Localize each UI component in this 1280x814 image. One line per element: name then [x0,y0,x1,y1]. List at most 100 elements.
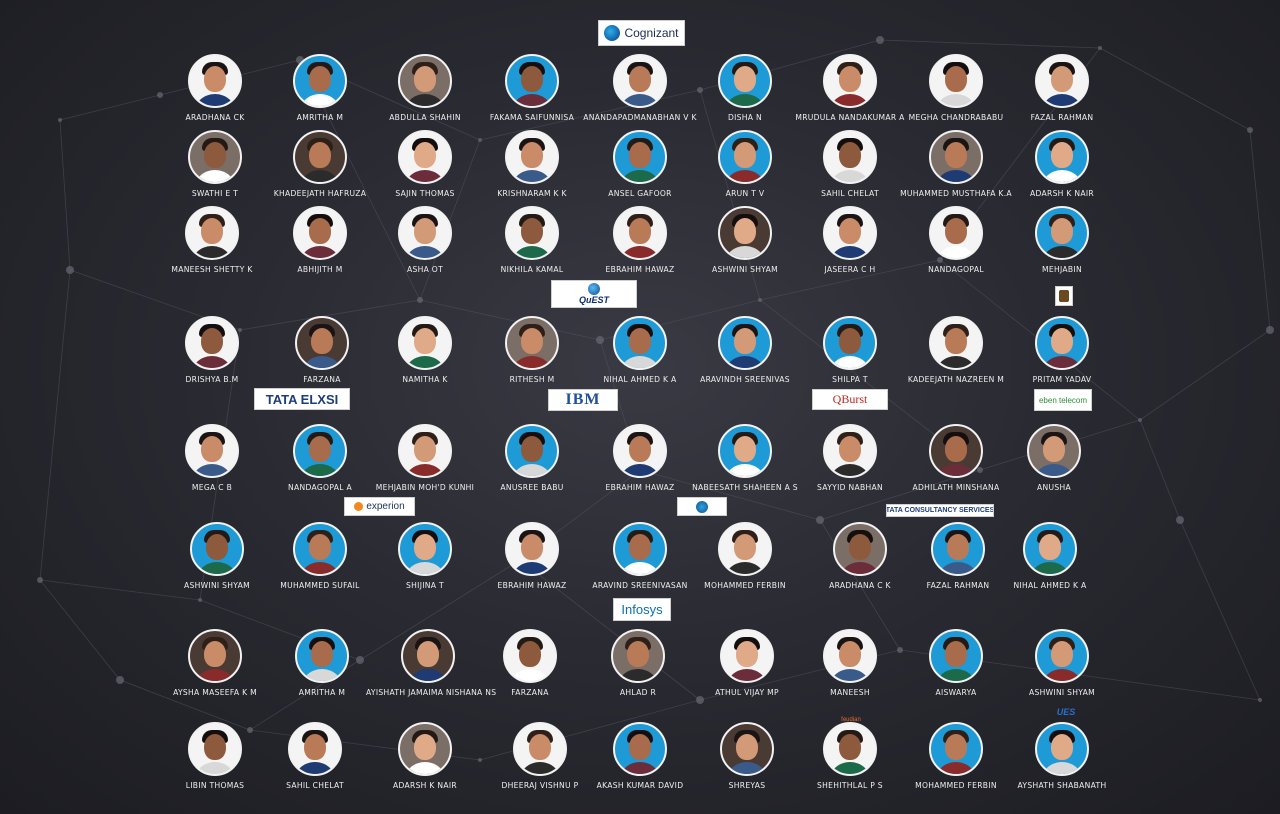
shoulders-shape [1040,669,1084,681]
profile-photo [190,522,244,576]
profile-photo [718,206,772,260]
shoulders-shape [838,562,882,574]
experion-label: experion [366,501,405,512]
person-name: ASHWINI SHYAM [1028,688,1096,697]
person-name: ANUSREE BABU [500,483,564,492]
person-card: MEGA C B [150,424,274,492]
person-card: MRUDULA NANDAKUMAR A [788,54,912,122]
person-card: ATHUL VIJAY MP [685,629,809,697]
profile-photo [505,316,559,370]
person-card: FAZAL RAHMAN [896,522,1020,590]
shoulders-shape [723,246,767,258]
person-card: MOHAMMED FERBIN [894,722,1018,790]
person-card: AYSHA MASEEFA K M [153,629,277,697]
shoulders-shape [828,762,872,774]
person-name: NIHAL AHMED K A [603,375,677,384]
face-shape [734,534,756,560]
person-name: NANDAGOPAL A [288,483,352,492]
person-name: ASHWINI SHYAM [183,581,251,590]
network-line [419,299,601,341]
face-shape [414,436,436,462]
person-card: NIKHILA KAMAL [470,206,594,274]
network-node [1266,326,1274,334]
shoulders-shape [828,464,872,476]
profile-photo [613,522,667,576]
person-name: ARAVIND SREENIVASAN [592,581,688,590]
ibm-label: IBM [565,391,601,408]
face-shape [204,734,226,760]
infosys-logo: Infosys [613,598,671,621]
shoulders-shape [403,94,447,106]
face-shape [629,142,651,168]
person-card: NABEESATH SHAHEEN A S [683,424,807,492]
face-shape [849,534,871,560]
person-name: KRISHNARAM K K [497,189,567,198]
face-shape [206,534,228,560]
person-card: AKASH KUMAR DAVID [578,722,702,790]
person-name: AHLAD R [619,688,657,697]
network-node [596,336,604,344]
person-name: DRISHYA B.M [185,375,239,384]
person-name: SWATHI E T [191,189,239,198]
profile-photo [823,629,877,683]
cognizant-label: Cognizant [624,26,679,40]
face-shape [945,328,967,354]
person-card: KHADEEJATH HAFRUZA [258,130,382,198]
face-shape [201,218,223,244]
network-line [1139,329,1271,421]
profile-photo [613,130,667,184]
face-shape [839,328,861,354]
person-name: AYSHATH SHABANATH [1017,781,1107,790]
person-card: SHEHITHLAL P S [788,722,912,790]
ues-label: UES [1056,707,1076,717]
network-line [119,679,251,731]
tata-elxsi-label: TATA ELXSI [265,391,339,407]
profile-photo [401,629,455,683]
person-name: KADEEJATH NAZREEN M [907,375,1005,384]
profile-photo [505,522,559,576]
person-name: MANEESH [830,688,870,697]
face-shape [734,218,756,244]
person-name: ANANDAPADMANABHAN V K [583,113,697,122]
person-card: AISWARYA [894,629,1018,697]
profile-photo [1035,206,1089,260]
emblem-icon [1059,290,1069,302]
profile-photo [718,130,772,184]
profile-photo [505,54,559,108]
shoulders-shape [298,464,342,476]
face-shape [734,142,756,168]
shoulders-shape [934,246,978,258]
person-card: MUHAMMED SUFAIL [258,522,382,590]
profile-photo [1035,316,1089,370]
shoulders-shape [193,669,237,681]
person-name: NIHAL AHMED K A [1013,581,1087,590]
face-shape [629,218,651,244]
profile-photo [929,629,983,683]
face-shape [309,534,331,560]
person-card: ASHWINI SHYAM [683,206,807,274]
shoulders-shape [618,170,662,182]
person-card: EBRAHIM HAWAZ [470,522,594,590]
shoulders-shape [828,669,872,681]
person-name: ADARSH K NAIR [392,781,457,790]
person-name: JASEERA C H [824,265,876,274]
profile-photo [823,722,877,776]
profile-photo [613,722,667,776]
person-card: SAYYID NABHAN [788,424,912,492]
person-card: MOHAMMED FERBIN [683,522,807,590]
person-card: SHIJINA T [363,522,487,590]
person-card: SAJIN THOMAS [363,130,487,198]
face-shape [204,66,226,92]
infosys-label: Infosys [621,602,663,617]
profile-photo [1035,54,1089,108]
person-card: ABHIJITH M [258,206,382,274]
profile-photo [823,130,877,184]
quest-globe-icon [588,283,600,295]
eben-telecom-logo: eben telecom [1034,389,1092,411]
network-node [897,647,903,653]
shoulders-shape [403,246,447,258]
person-card: FAZAL RAHMAN [1000,54,1124,122]
person-card: KRISHNARAM K K [470,130,594,198]
profile-photo [398,54,452,108]
network-node [937,257,943,263]
